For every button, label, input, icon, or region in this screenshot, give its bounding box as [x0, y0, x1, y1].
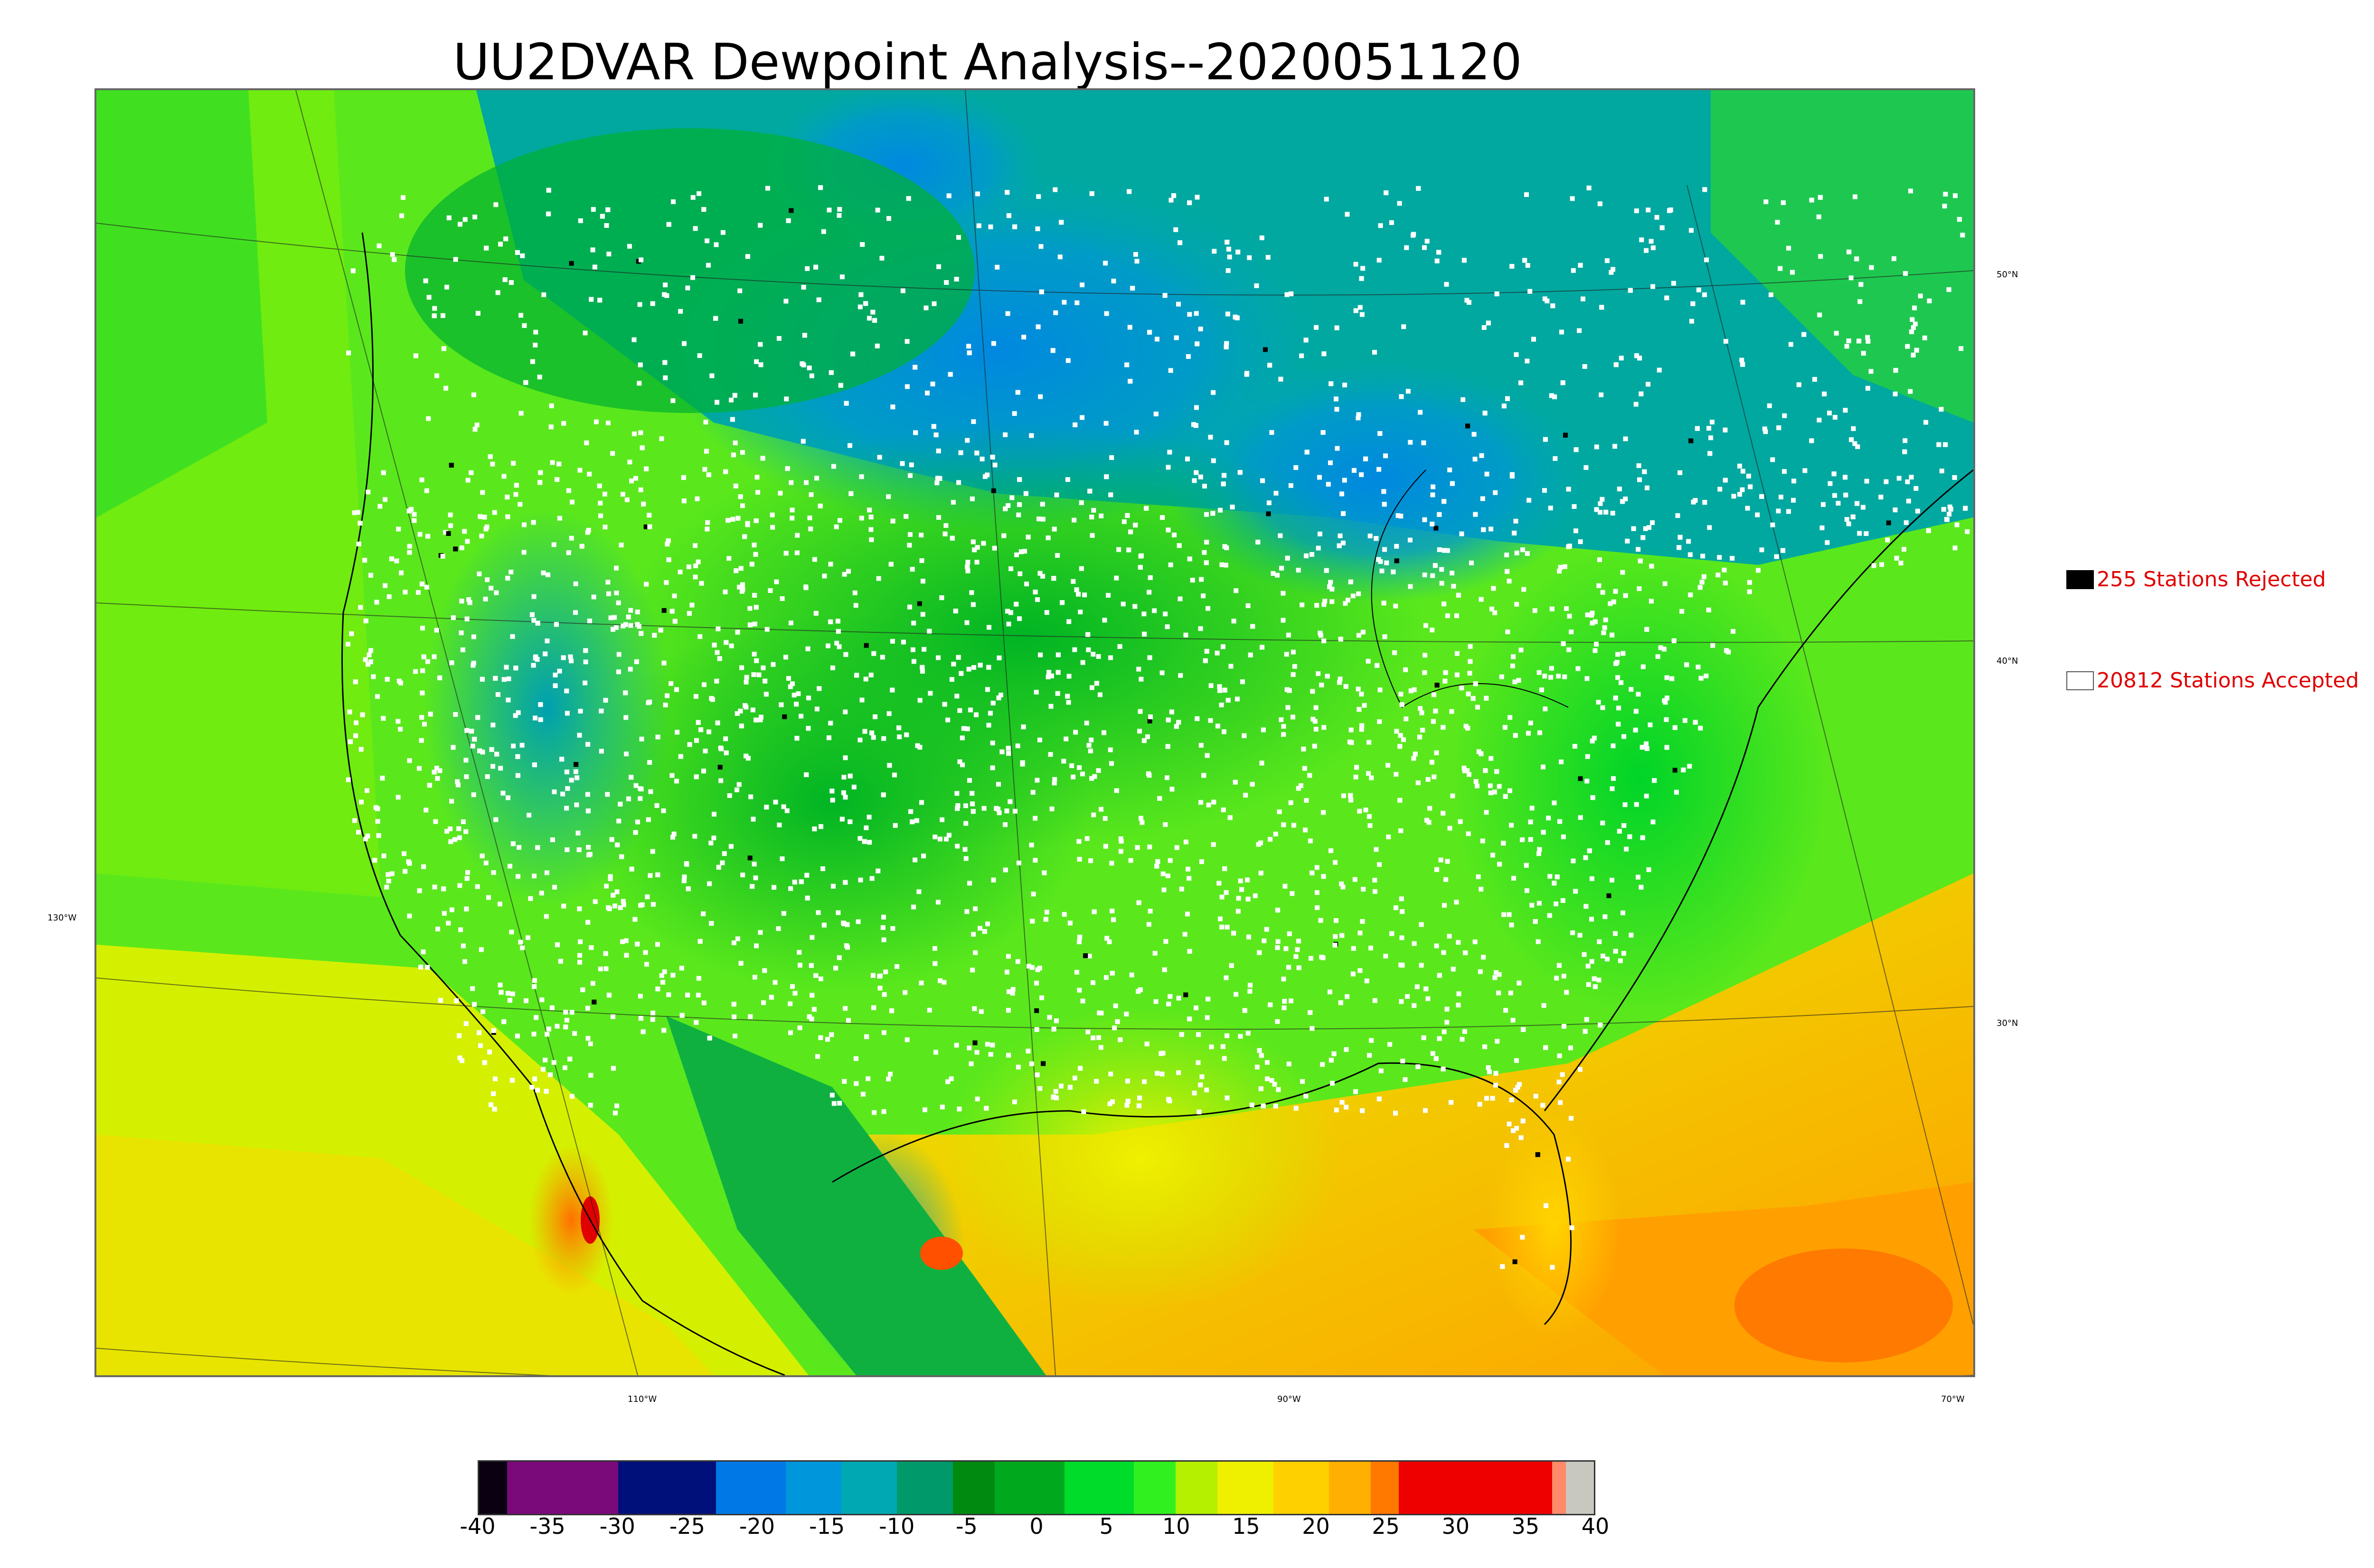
colorbar-segment-6	[897, 1462, 953, 1514]
lon-label-110w: 110°W	[628, 1394, 657, 1404]
lon-label-70w: 70°W	[1941, 1394, 1965, 1404]
colorbar-tick-label: 10	[1162, 1513, 1190, 1539]
colorbar-segment-10	[1134, 1462, 1176, 1514]
colorbar-tick-label: -25	[669, 1513, 705, 1539]
station-markers	[346, 185, 1970, 1270]
colorbar-segment-7	[952, 1462, 995, 1514]
rejected-label: 255 Stations Rejected	[2097, 567, 2326, 592]
colorbar-tick-label: -30	[599, 1513, 635, 1539]
legend-accepted: 20812 Stations Accepted	[2066, 668, 2359, 693]
colorbar-segment-15	[1371, 1462, 1399, 1514]
colorbar-segment-16	[1399, 1462, 1552, 1514]
colorbar-segment-17	[1552, 1462, 1566, 1514]
rejected-swatch	[2066, 570, 2094, 589]
lat-label-30n: 30°N	[1997, 1018, 2018, 1028]
colorbar-segment-12	[1217, 1462, 1273, 1514]
colorbar-segment-18	[1566, 1462, 1594, 1514]
colorbar-tick-label: -35	[529, 1513, 565, 1539]
colorbar-segment-4	[785, 1462, 842, 1514]
colorbar-tick-label: 25	[1372, 1513, 1400, 1539]
colorbar-tick-label: -15	[809, 1513, 845, 1539]
colorbar-tick-label: -5	[955, 1513, 978, 1539]
colorbar-segment-11	[1176, 1462, 1218, 1514]
dewpoint-map[interactable]	[94, 88, 1975, 1377]
accepted-swatch	[2066, 671, 2094, 690]
lon-label-90w: 90°W	[1277, 1394, 1301, 1404]
lat-label-50n: 50°N	[1997, 270, 2018, 280]
colorbar-segment-1	[507, 1462, 619, 1514]
colorbar-tick-label: 30	[1441, 1513, 1470, 1539]
colorbar-tick-label: -10	[879, 1513, 915, 1539]
accepted-label: 20812 Stations Accepted	[2097, 668, 2359, 693]
colorbar-tick-label: 40	[1581, 1513, 1610, 1539]
colorbar-tick-label: -20	[739, 1513, 775, 1539]
colorbar-tick-label: 5	[1099, 1513, 1113, 1539]
colorbar-segment-5	[841, 1462, 897, 1514]
colorbar-segment-13	[1273, 1462, 1329, 1514]
map-title: UU2DVAR Dewpoint Analysis--2020051120	[453, 33, 1522, 91]
colorbar-tick-label: 20	[1302, 1513, 1330, 1539]
colorbar-tick-label: -40	[460, 1513, 496, 1539]
colorbar-segment-8	[994, 1462, 1065, 1514]
colorbar-segment-2	[618, 1462, 716, 1514]
colorbar-segment-0	[479, 1462, 507, 1514]
dewpoint-field-svg	[96, 90, 1973, 1375]
legend-rejected: 255 Stations Rejected	[2066, 567, 2326, 592]
colorbar-segment-14	[1329, 1462, 1371, 1514]
colorbar	[478, 1460, 1595, 1515]
colorbar-tick-label: 0	[1029, 1513, 1044, 1539]
lat-label-40n: 40°N	[1997, 656, 2018, 666]
colorbar-tick-label: 35	[1511, 1513, 1540, 1539]
colorbar-tick-label: 15	[1232, 1513, 1260, 1539]
colorbar-segment-9	[1064, 1462, 1134, 1514]
lon-label-130w: 130°W	[47, 913, 77, 923]
colorbar-segment-3	[716, 1462, 786, 1514]
